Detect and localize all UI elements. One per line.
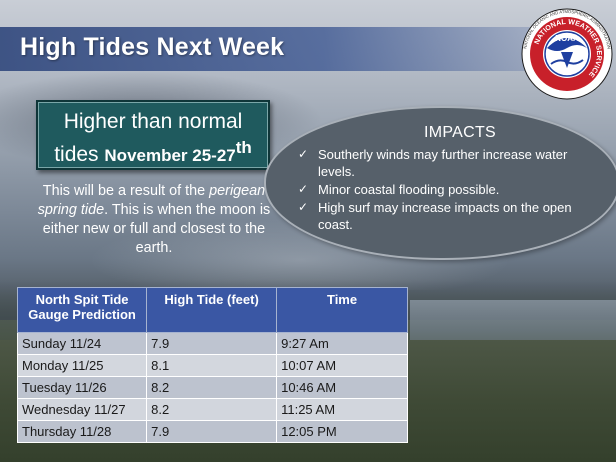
callout-line1: Higher than normal: [63, 110, 243, 133]
cell-day: Tuesday 11/26: [16, 376, 148, 399]
svg-text:NOAA: NOAA: [555, 34, 579, 43]
description-italic: perigean spring tide: [37, 183, 266, 218]
tide-table: North Spit Tide Gauge Prediction High Ti…: [16, 287, 408, 443]
impacts-list: ✓ Southerly winds may further increase wa…: [296, 146, 596, 234]
impacts-title: IMPACTS: [424, 124, 497, 141]
description-text: This will be a result of the perigean sp…: [37, 183, 271, 256]
table-row: Tuesday 11/26 8.2 10:46 AM: [16, 376, 408, 399]
table-row: Sunday 11/24 7.9 9:27 Am: [16, 332, 408, 355]
cell-height: 7.9: [146, 332, 278, 355]
slide-title: High Tides Next Week: [20, 33, 285, 61]
cell-time: 10:46 AM: [276, 376, 408, 399]
impact-item: ✓ Southerly winds may further increase wa…: [298, 147, 568, 179]
table-row: Thursday 11/28 7.9 12:05 PM: [16, 420, 408, 443]
callout-line2: tides November 25-27th: [54, 138, 252, 166]
impact-item: ✓ Minor coastal flooding possible.: [298, 182, 500, 197]
cell-day: Thursday 11/28: [16, 420, 148, 443]
header-height: High Tide (feet): [146, 287, 278, 333]
cell-height: 8.2: [146, 398, 278, 421]
table-header-row: North Spit Tide Gauge Prediction High Ti…: [16, 287, 408, 333]
cell-height: 8.1: [146, 354, 278, 377]
impact-item: ✓ High surf may increase impacts on the o…: [298, 200, 572, 232]
callout-box: Higher than normal tides November 25-27t…: [36, 100, 270, 170]
cell-height: 7.9: [146, 420, 278, 443]
cell-height: 8.2: [146, 376, 278, 399]
impacts-ellipse: [264, 106, 616, 260]
cell-time: 10:07 AM: [276, 354, 408, 377]
cell-time: 9:27 Am: [276, 332, 408, 355]
checkmark-icon: ✓: [298, 182, 309, 196]
header-time: Time: [276, 287, 408, 333]
table-row: Monday 11/25 8.1 10:07 AM: [16, 354, 408, 377]
noaa-nws-logo: NATIONAL OCEANIC AND ATMOSPHERIC ADMINIS…: [521, 8, 613, 100]
cell-day: Monday 11/25: [16, 354, 148, 377]
cell-time: 12:05 PM: [276, 420, 408, 443]
cell-day: Wednesday 11/27: [16, 398, 148, 421]
callout-dates: November 25-27: [104, 146, 236, 165]
title-bar: [0, 27, 540, 71]
checkmark-icon: ✓: [298, 147, 309, 161]
table-row: Wednesday 11/27 8.2 11:25 AM: [16, 398, 408, 421]
header-gauge: North Spit Tide Gauge Prediction: [16, 287, 148, 333]
cell-time: 11:25 AM: [276, 398, 408, 421]
cell-day: Sunday 11/24: [16, 332, 148, 355]
checkmark-icon: ✓: [298, 200, 309, 214]
